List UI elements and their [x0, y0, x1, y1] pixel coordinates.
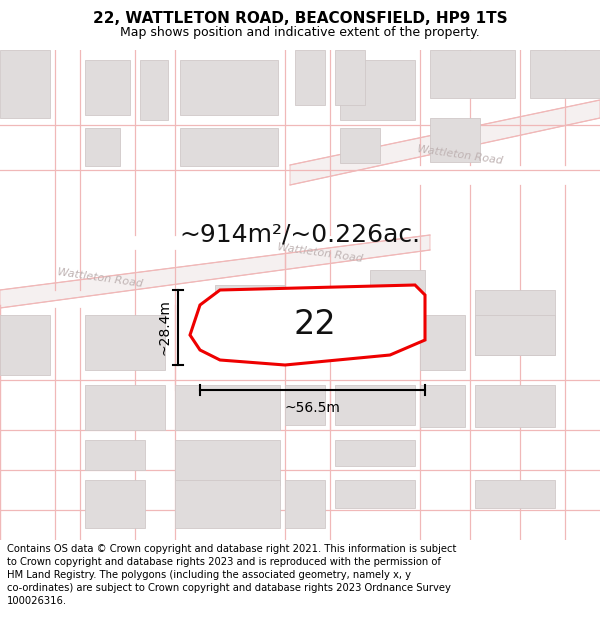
- Bar: [85, 60, 130, 115]
- Bar: [285, 385, 325, 425]
- Polygon shape: [0, 235, 430, 308]
- Bar: [475, 290, 555, 355]
- Bar: [0, 315, 50, 375]
- Text: Wattleton Road: Wattleton Road: [277, 242, 364, 264]
- Bar: [85, 315, 165, 370]
- Bar: [420, 315, 465, 370]
- Bar: [340, 128, 380, 163]
- Bar: [180, 60, 278, 115]
- Bar: [340, 60, 415, 120]
- Bar: [85, 480, 145, 528]
- Bar: [0, 50, 50, 118]
- Bar: [335, 440, 415, 466]
- Bar: [420, 385, 465, 427]
- Text: 22, WATTLETON ROAD, BEACONSFIELD, HP9 1TS: 22, WATTLETON ROAD, BEACONSFIELD, HP9 1T…: [92, 11, 508, 26]
- Bar: [85, 385, 165, 430]
- Bar: [85, 440, 145, 470]
- Text: Wattleton Road: Wattleton Road: [416, 144, 503, 166]
- Bar: [430, 50, 515, 98]
- Bar: [475, 315, 555, 355]
- Bar: [175, 440, 280, 485]
- Bar: [430, 118, 480, 162]
- Bar: [140, 60, 168, 120]
- Text: Contains OS data © Crown copyright and database right 2021. This information is : Contains OS data © Crown copyright and d…: [7, 544, 457, 606]
- Bar: [335, 480, 415, 508]
- Bar: [475, 385, 555, 427]
- Bar: [295, 50, 325, 105]
- Text: 22: 22: [293, 309, 337, 341]
- Polygon shape: [290, 100, 600, 185]
- Text: Wattleton Road: Wattleton Road: [56, 267, 143, 289]
- Bar: [530, 50, 600, 98]
- Polygon shape: [190, 285, 425, 365]
- Bar: [175, 480, 280, 528]
- Bar: [175, 385, 280, 430]
- Bar: [335, 50, 365, 105]
- Text: ~914m²/~0.226ac.: ~914m²/~0.226ac.: [179, 223, 421, 247]
- Bar: [285, 480, 325, 528]
- Text: ~56.5m: ~56.5m: [284, 401, 340, 415]
- Bar: [370, 270, 425, 315]
- Bar: [475, 480, 555, 508]
- Bar: [335, 385, 415, 425]
- Bar: [180, 128, 278, 166]
- Bar: [85, 128, 120, 166]
- Text: ~28.4m: ~28.4m: [157, 299, 171, 356]
- Text: Map shows position and indicative extent of the property.: Map shows position and indicative extent…: [120, 26, 480, 39]
- Bar: [215, 285, 285, 350]
